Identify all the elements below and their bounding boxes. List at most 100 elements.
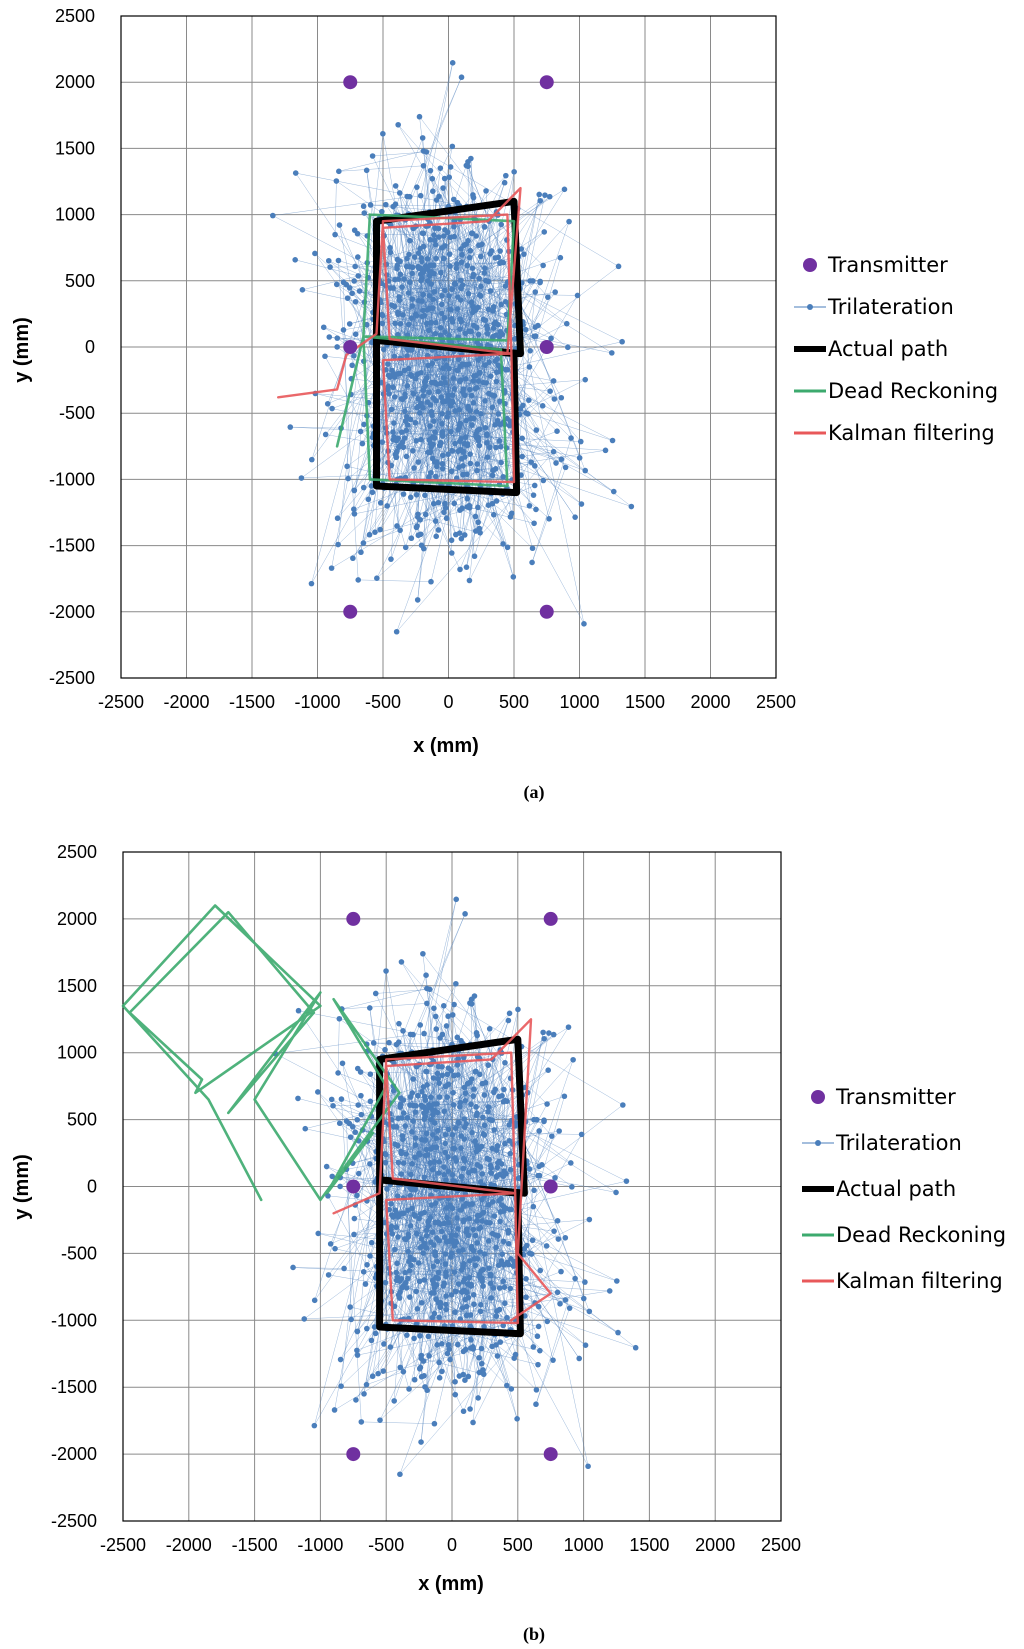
trilateration-point [451,233,458,240]
trilateration-point [400,1097,407,1103]
trilateration-point [390,1123,397,1130]
trilateration-point [435,1075,441,1082]
legend-trilateration-symbol [815,1140,821,1146]
trilateration-point [472,1068,479,1075]
trilateration-point [519,435,526,442]
trilateration-point [424,255,431,262]
trilateration-point [352,298,359,305]
y-tick-label: -1000 [51,1310,97,1330]
trilateration-point [443,1306,449,1313]
trilateration-point [377,500,384,506]
trilateration-point [469,422,475,428]
trilateration-point [379,320,386,327]
trilateration-point [430,305,436,312]
trilateration-point [336,1015,343,1022]
trilateration-point [423,1232,430,1239]
legend-label: Transmitter [835,1085,956,1109]
trilateration-point [391,1398,397,1404]
trilateration-point [364,1261,370,1268]
trilateration-point [558,394,565,401]
trilateration-point [417,192,424,199]
trilateration-point [432,1249,438,1255]
trilateration-point [400,1368,407,1375]
trilateration-point [471,1301,477,1308]
trilateration-point [505,1017,512,1024]
trilateration-point [417,436,424,443]
trilateration-point [497,248,503,254]
trilateration-point [466,577,473,584]
trilateration-point [557,254,564,261]
trilateration-point [454,1034,461,1041]
trilateration-point [421,1030,427,1037]
trilateration-point [432,1200,439,1206]
trilateration-point [574,292,581,299]
trilateration-point [453,1232,459,1238]
trilateration-point [439,411,446,417]
trilateration-point [504,415,510,422]
trilateration-point [551,396,558,402]
trilateration-point [458,1145,464,1151]
trilateration-point [335,1070,341,1076]
trilateration-point [504,1382,510,1389]
trilateration-point [453,261,460,267]
trilateration-point [425,1333,432,1340]
trilateration-point [482,424,489,431]
trilateration-point [565,344,571,351]
trilateration-point [404,193,410,200]
trilateration-point [444,413,450,420]
trilateration-point [486,359,492,366]
trilateration-point [471,553,478,560]
trilateration-point [460,1218,467,1225]
trilateration-point [493,378,500,385]
trilateration-point [406,1294,413,1300]
trilateration-point [530,492,537,498]
trilateration-point [521,251,527,257]
trilateration-point [441,255,447,262]
trilateration-point [450,196,457,203]
trilateration-point [419,1088,425,1095]
trilateration-point [461,1084,468,1091]
trilateration-point [485,1062,492,1069]
trilateration-point [441,509,447,516]
transmitter-marker [539,75,554,90]
trilateration-point [501,179,508,186]
trilateration-point [498,301,504,308]
trilateration-point [473,384,480,391]
trilateration-point [408,315,415,321]
trilateration-point [390,370,397,377]
trilateration-point [534,1333,541,1340]
trilateration-point [401,276,407,282]
trilateration-point [429,1314,436,1321]
trilateration-point [379,439,386,445]
trilateration-point [401,435,408,441]
trilateration-point [400,1160,407,1166]
trilateration-point [540,477,547,484]
trilateration-point [422,1097,429,1103]
trilateration-point [407,1254,413,1260]
trilateration-point [334,344,340,350]
trilateration-point [481,1092,488,1098]
trilateration-point [470,322,477,329]
trilateration-point [315,1230,322,1237]
trilateration-point [383,1151,389,1158]
trilateration-point [456,464,462,471]
transmitters-a [343,75,554,619]
trilateration-point [443,515,450,522]
trilateration-point [386,391,392,397]
trilateration-point [411,465,417,471]
trilateration-point [351,352,357,359]
trilateration-point [411,1376,418,1383]
trilateration-point [334,515,341,522]
trilateration-point [351,1231,357,1238]
trilateration-point [412,1142,419,1148]
trilateration-point [472,1138,478,1145]
trilateration-point [484,342,491,348]
trilateration-point [446,1346,452,1353]
trilateration-point [556,1128,562,1134]
trilateration-point [473,233,479,239]
trilateration-point [487,1272,494,1279]
y-axis-title-b: y (mm) [11,1154,33,1220]
trilateration-point [412,1186,418,1193]
trilateration-point [369,1373,376,1380]
trilateration-point [628,503,635,510]
